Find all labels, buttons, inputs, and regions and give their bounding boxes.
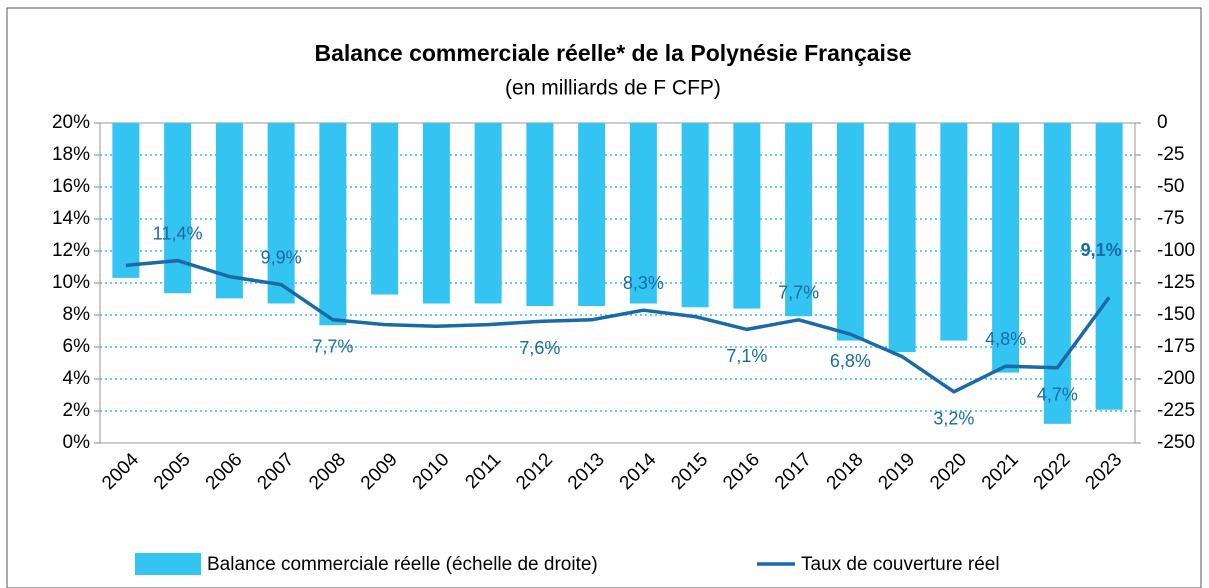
bar xyxy=(836,123,864,341)
data-label: 6,8% xyxy=(830,351,871,371)
data-label: 7,7% xyxy=(778,283,819,303)
bar xyxy=(578,123,606,307)
bar xyxy=(215,123,243,299)
bar xyxy=(1043,123,1071,424)
y2-tick-label: -25 xyxy=(1157,144,1184,165)
data-label: 7,6% xyxy=(519,338,560,358)
bar xyxy=(267,123,295,304)
data-label: 4,7% xyxy=(1037,385,1078,405)
data-label: 8,3% xyxy=(623,273,664,293)
line xyxy=(125,258,1111,394)
y2-tick-label: 0 xyxy=(1157,112,1168,133)
bar xyxy=(785,123,813,317)
y-tick-label: 18% xyxy=(52,144,90,165)
data-label: 9,9% xyxy=(261,247,302,267)
y2-tick-label: -225 xyxy=(1157,400,1195,421)
y-tick-label: 0% xyxy=(63,432,91,453)
bar xyxy=(681,123,709,308)
data-label: 4,8% xyxy=(985,329,1026,349)
bar xyxy=(1095,123,1123,410)
y2-tick-label: -200 xyxy=(1157,368,1195,389)
bar xyxy=(422,123,450,304)
y-tick-label: 6% xyxy=(63,336,91,357)
y2-tick-label: -75 xyxy=(1157,208,1184,229)
y-tick-label: 14% xyxy=(52,208,90,229)
data-label: 9,1% xyxy=(1081,240,1122,260)
bar xyxy=(629,123,657,304)
y2-tick-label: -250 xyxy=(1157,432,1195,453)
y-tick-label: 12% xyxy=(52,240,90,261)
y-tick-label: 4% xyxy=(63,368,91,389)
chart-subtitle: (en milliards de F CFP) xyxy=(505,77,721,100)
legend-label: Taux de couverture réel xyxy=(801,554,1000,575)
data-label: 7,1% xyxy=(726,346,767,366)
legend-label: Balance commerciale réelle (échelle de d… xyxy=(207,554,598,575)
y-tick-label: 16% xyxy=(52,176,90,197)
bar xyxy=(371,123,399,295)
y2-tick-label: -50 xyxy=(1157,176,1184,197)
y2-tick-label: -175 xyxy=(1157,336,1195,357)
y2-tick-label: -150 xyxy=(1157,304,1195,325)
bar xyxy=(992,123,1020,373)
data-label: 7,7% xyxy=(312,337,353,357)
bar xyxy=(164,123,192,294)
y2-tick-label: -100 xyxy=(1157,240,1195,261)
bar xyxy=(474,123,502,304)
legend-swatch xyxy=(135,553,201,575)
y2-tick-label: -125 xyxy=(1157,272,1195,293)
data-label: 11,4% xyxy=(153,223,203,243)
bar xyxy=(940,123,968,341)
bar xyxy=(888,123,916,353)
bar xyxy=(526,123,554,307)
bar xyxy=(319,123,347,326)
bar xyxy=(112,123,140,278)
y-tick-label: 20% xyxy=(52,112,90,133)
y-tick-label: 10% xyxy=(52,272,90,293)
chart-title: Balance commerciale réelle* de la Polyné… xyxy=(314,40,911,66)
y-tick-label: 2% xyxy=(63,400,91,421)
bar xyxy=(733,123,761,309)
y-tick-label: 8% xyxy=(63,304,91,325)
data-label: 3,2% xyxy=(933,409,974,429)
